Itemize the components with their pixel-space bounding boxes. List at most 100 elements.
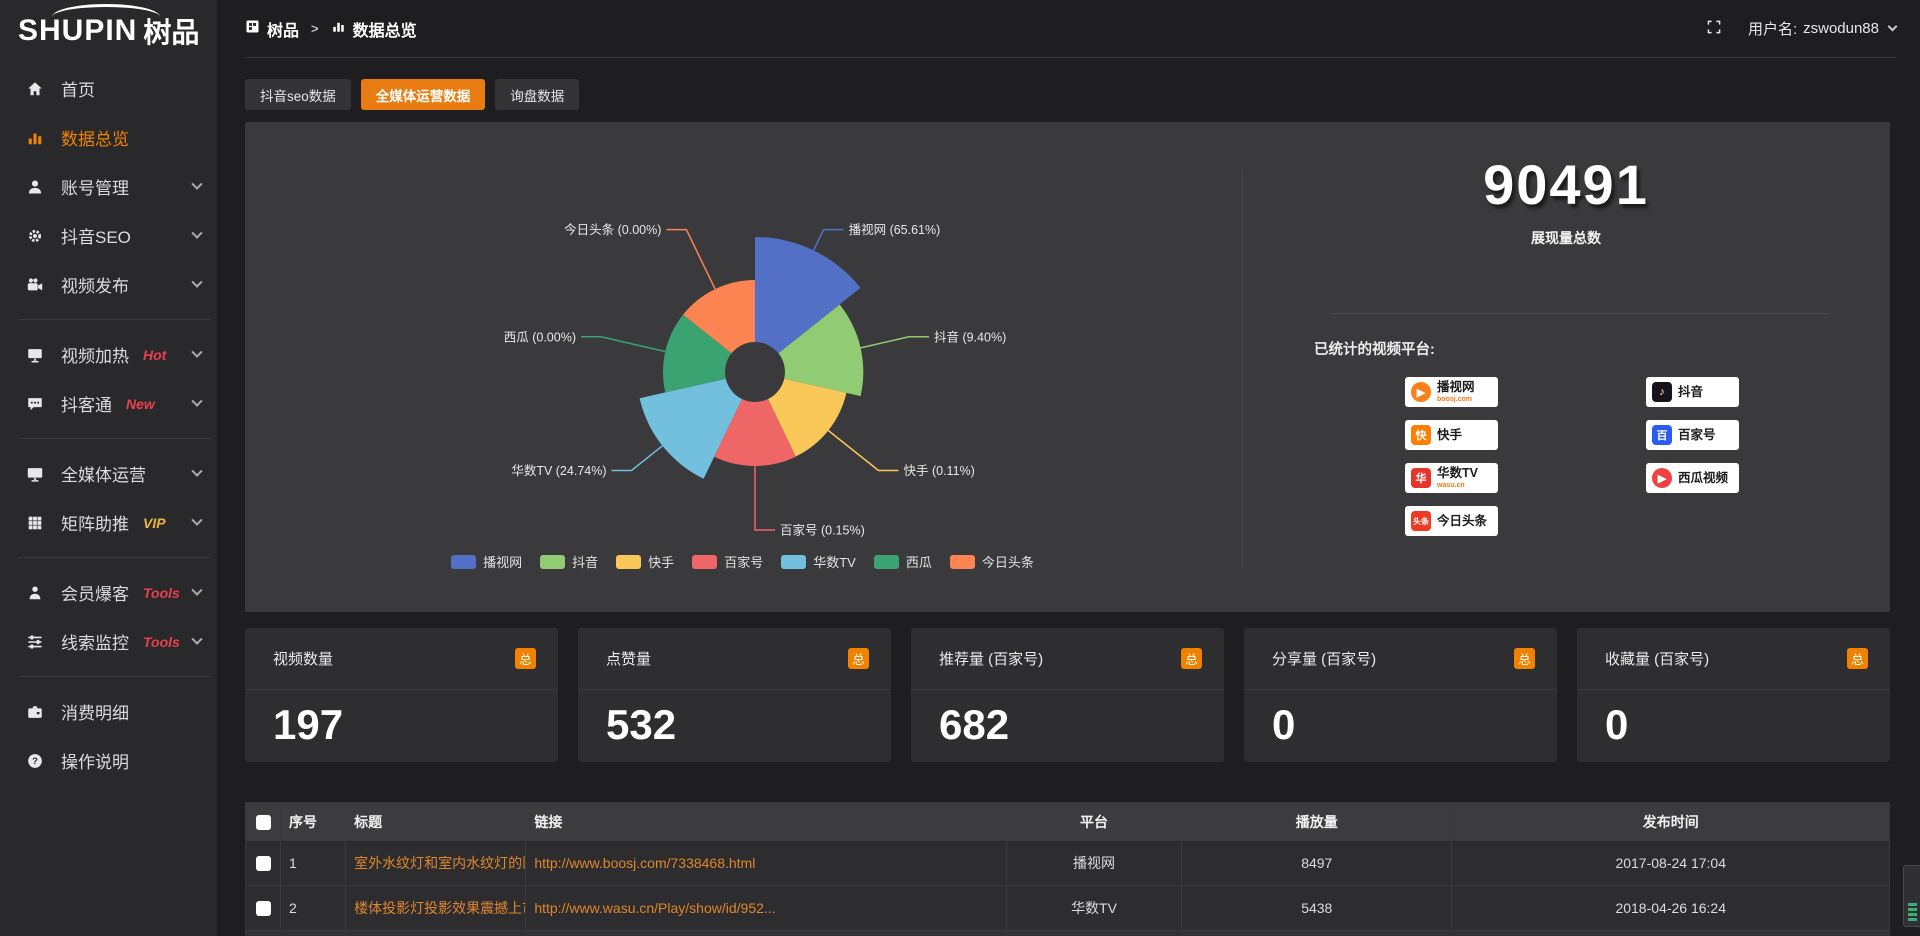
sidebar-item-label: 账号管理: [61, 179, 129, 198]
sliders-icon: [26, 633, 46, 651]
douyin-logo: ♪: [1652, 382, 1672, 402]
toutiao-logo: 头条: [1411, 511, 1431, 531]
legend-item-0[interactable]: 播视网: [451, 552, 522, 571]
cell-link[interactable]: http://www.wasu.cn/Play/show/id/952...: [525, 885, 1007, 931]
total-badge: 总: [1514, 648, 1535, 669]
pie-slice-5[interactable]: [662, 314, 732, 393]
sidebar-item-home[interactable]: 首页: [0, 64, 217, 113]
baijiahao-logo: 百: [1652, 425, 1672, 445]
pie-slice-3[interactable]: [714, 399, 796, 467]
bar-chart-icon: [26, 129, 46, 147]
platform-badges-left: ▶ 播视网 boosj.com 快快手华华数TV wasu.cn 头条 今日头条: [1405, 377, 1498, 536]
sidebar-item-data-overview[interactable]: 数据总览: [0, 113, 217, 162]
pie-label-1: 抖音 (9.40%): [934, 329, 1006, 344]
sidebar-item-video-publish[interactable]: 视频发布: [0, 260, 217, 309]
video-table: 序号标题链接平台播放量发布时间1室外水纹灯和室内水纹灯的区别和简介http://…: [244, 802, 1890, 936]
chevron-down-icon: [191, 346, 203, 358]
legend-item-3[interactable]: 百家号: [692, 552, 763, 571]
pie-slice-4[interactable]: [639, 378, 742, 479]
cell-platform: 播视网: [1005, 840, 1183, 886]
legend-item-4[interactable]: 华数TV: [781, 552, 856, 571]
platform-subtext: boosj.com: [1437, 395, 1473, 403]
stat-card-0: 视频数量 总 197: [245, 628, 558, 762]
pie-slice-0[interactable]: [755, 237, 861, 354]
sidebar-item-label: 线索监控: [61, 634, 129, 653]
cell-publish-time: 2018-04-26 16:24: [1451, 885, 1890, 931]
sidebar-item-douyin-seo[interactable]: 抖音SEO: [0, 211, 217, 260]
svg-text:?: ?: [32, 756, 38, 767]
platform-subtext: wasu.cn: [1437, 481, 1465, 489]
sidebar-item-media-operation[interactable]: 全媒体运营: [0, 449, 217, 498]
main-content: 树品 > 数据总览 用户名: zswodun88 抖音seo数据 全媒体运营数据询…: [217, 0, 1920, 936]
pie-slice-6[interactable]: [683, 280, 755, 354]
tab-1[interactable]: 全媒体运营数据: [360, 79, 486, 110]
tab-2[interactable]: 询盘数据: [495, 79, 580, 110]
horizontal-divider: [1330, 313, 1830, 314]
bar-chart-icon: [331, 19, 346, 39]
column-header-2: 链接: [525, 802, 1007, 841]
pie-slice-2[interactable]: [768, 378, 847, 457]
legend-item-6[interactable]: 今日头条: [949, 552, 1034, 571]
total-badge: 总: [848, 648, 869, 669]
rose-pie-chart: 播视网 (65.61%) 抖音 (9.40%) 快手 (0.11%) 百家号 (0.1…: [504, 222, 1007, 537]
fullscreen-icon[interactable]: [1706, 19, 1722, 39]
scrollbar-grip-icon: [1908, 903, 1917, 921]
pie-label-5: 西瓜 (0.00%): [504, 330, 576, 344]
platform-name: 抖音: [1678, 384, 1704, 399]
stat-card-header: 视频数量 总: [245, 628, 558, 690]
legend-item-2[interactable]: 快手: [616, 552, 674, 571]
help-icon: ?: [26, 752, 46, 770]
sidebar-item-instructions[interactable]: ? 操作说明: [0, 736, 217, 785]
sidebar-item-video-heating[interactable]: 视频加热 Hot: [0, 330, 217, 379]
scrollbar-widget[interactable]: [1903, 865, 1920, 927]
platform-badge-wasu: 华华数TV wasu.cn: [1405, 463, 1498, 493]
select-all-checkbox[interactable]: [255, 814, 271, 830]
sidebar-menu: 首页 数据总览账号管理抖音SEO 视频发布视频加热 Hot 抖客通 New 全媒体运营 矩阵助…: [0, 62, 217, 785]
sidebar-item-account-management[interactable]: 账号管理: [0, 162, 217, 211]
row-checkbox[interactable]: [255, 856, 271, 872]
user-menu[interactable]: 用户名: zswodun88: [1747, 18, 1898, 39]
cell-title[interactable]: 楼体投影灯投影效果震撼上市: [345, 885, 527, 931]
stat-card-4: 收藏量 (百家号) 总 0: [1577, 628, 1890, 762]
cell-link[interactable]: http://www.boosj.com/7338468.html: [525, 840, 1007, 886]
username-label: 用户名:: [1747, 21, 1798, 38]
sidebar-item-matrix-boost[interactable]: 矩阵助推 VIP: [0, 498, 217, 547]
video-table-section: 序号标题链接平台播放量发布时间1室外水纹灯和室内水纹灯的区别和简介http://…: [244, 802, 1890, 936]
cell-title[interactable]: 室外水纹灯和室内水纹灯的区别和简介: [345, 840, 527, 886]
row-checkbox[interactable]: [255, 901, 271, 917]
pie-label-4: 华数TV (24.74%): [511, 463, 606, 478]
pie-label-line-0: [812, 228, 844, 251]
breadcrumb-root[interactable]: 树品: [267, 22, 300, 40]
sidebar-item-douketong[interactable]: 抖客通 New: [0, 379, 217, 428]
sidebar-item-consumption-detail[interactable]: 消费明细: [0, 687, 217, 736]
pie-label-6: 今日头条 (0.00%): [564, 222, 661, 237]
user-icon: [26, 178, 46, 196]
sidebar-item-label: 消费明细: [61, 704, 129, 723]
sidebar-item-tag: VIP: [143, 514, 166, 531]
sidebar-item-label: 操作说明: [61, 753, 129, 772]
pie-label-2: 快手 (0.11%): [904, 464, 975, 478]
legend-swatch: [451, 554, 477, 569]
platform-name: 华数TV: [1437, 466, 1478, 481]
column-header-3: 平台: [1005, 802, 1183, 841]
stat-card-header: 分享量 (百家号) 总: [1244, 628, 1557, 690]
platform-badge-boosj: ▶ 播视网 boosj.com: [1405, 377, 1498, 407]
legend-item-5[interactable]: 西瓜: [873, 552, 932, 571]
legend-swatch: [781, 554, 807, 569]
pie-label-line-1: [860, 336, 929, 349]
sidebar-divider: [18, 438, 211, 439]
stat-card-value: 532: [606, 701, 677, 748]
sidebar-item-tag: New: [126, 395, 155, 412]
platform-name: 西瓜视频: [1678, 470, 1729, 485]
column-header-4: 播放量: [1181, 802, 1453, 841]
sidebar-item-member-baoke[interactable]: 会员爆客 Tools: [0, 568, 217, 617]
breadcrumb: 树品 > 数据总览: [245, 17, 417, 41]
pie-label-line-3: [754, 466, 775, 531]
legend-item-1[interactable]: 抖音: [540, 552, 598, 571]
tab-0[interactable]: 抖音seo数据: [245, 79, 351, 110]
sidebar-item-clue-monitor[interactable]: 线索监控 Tools: [0, 617, 217, 666]
stat-card-title: 视频数量: [273, 651, 334, 668]
xigua-logo: ▶: [1652, 468, 1672, 488]
stat-card-header: 推荐量 (百家号) 总: [911, 628, 1224, 690]
pie-slice-1[interactable]: [778, 304, 864, 397]
